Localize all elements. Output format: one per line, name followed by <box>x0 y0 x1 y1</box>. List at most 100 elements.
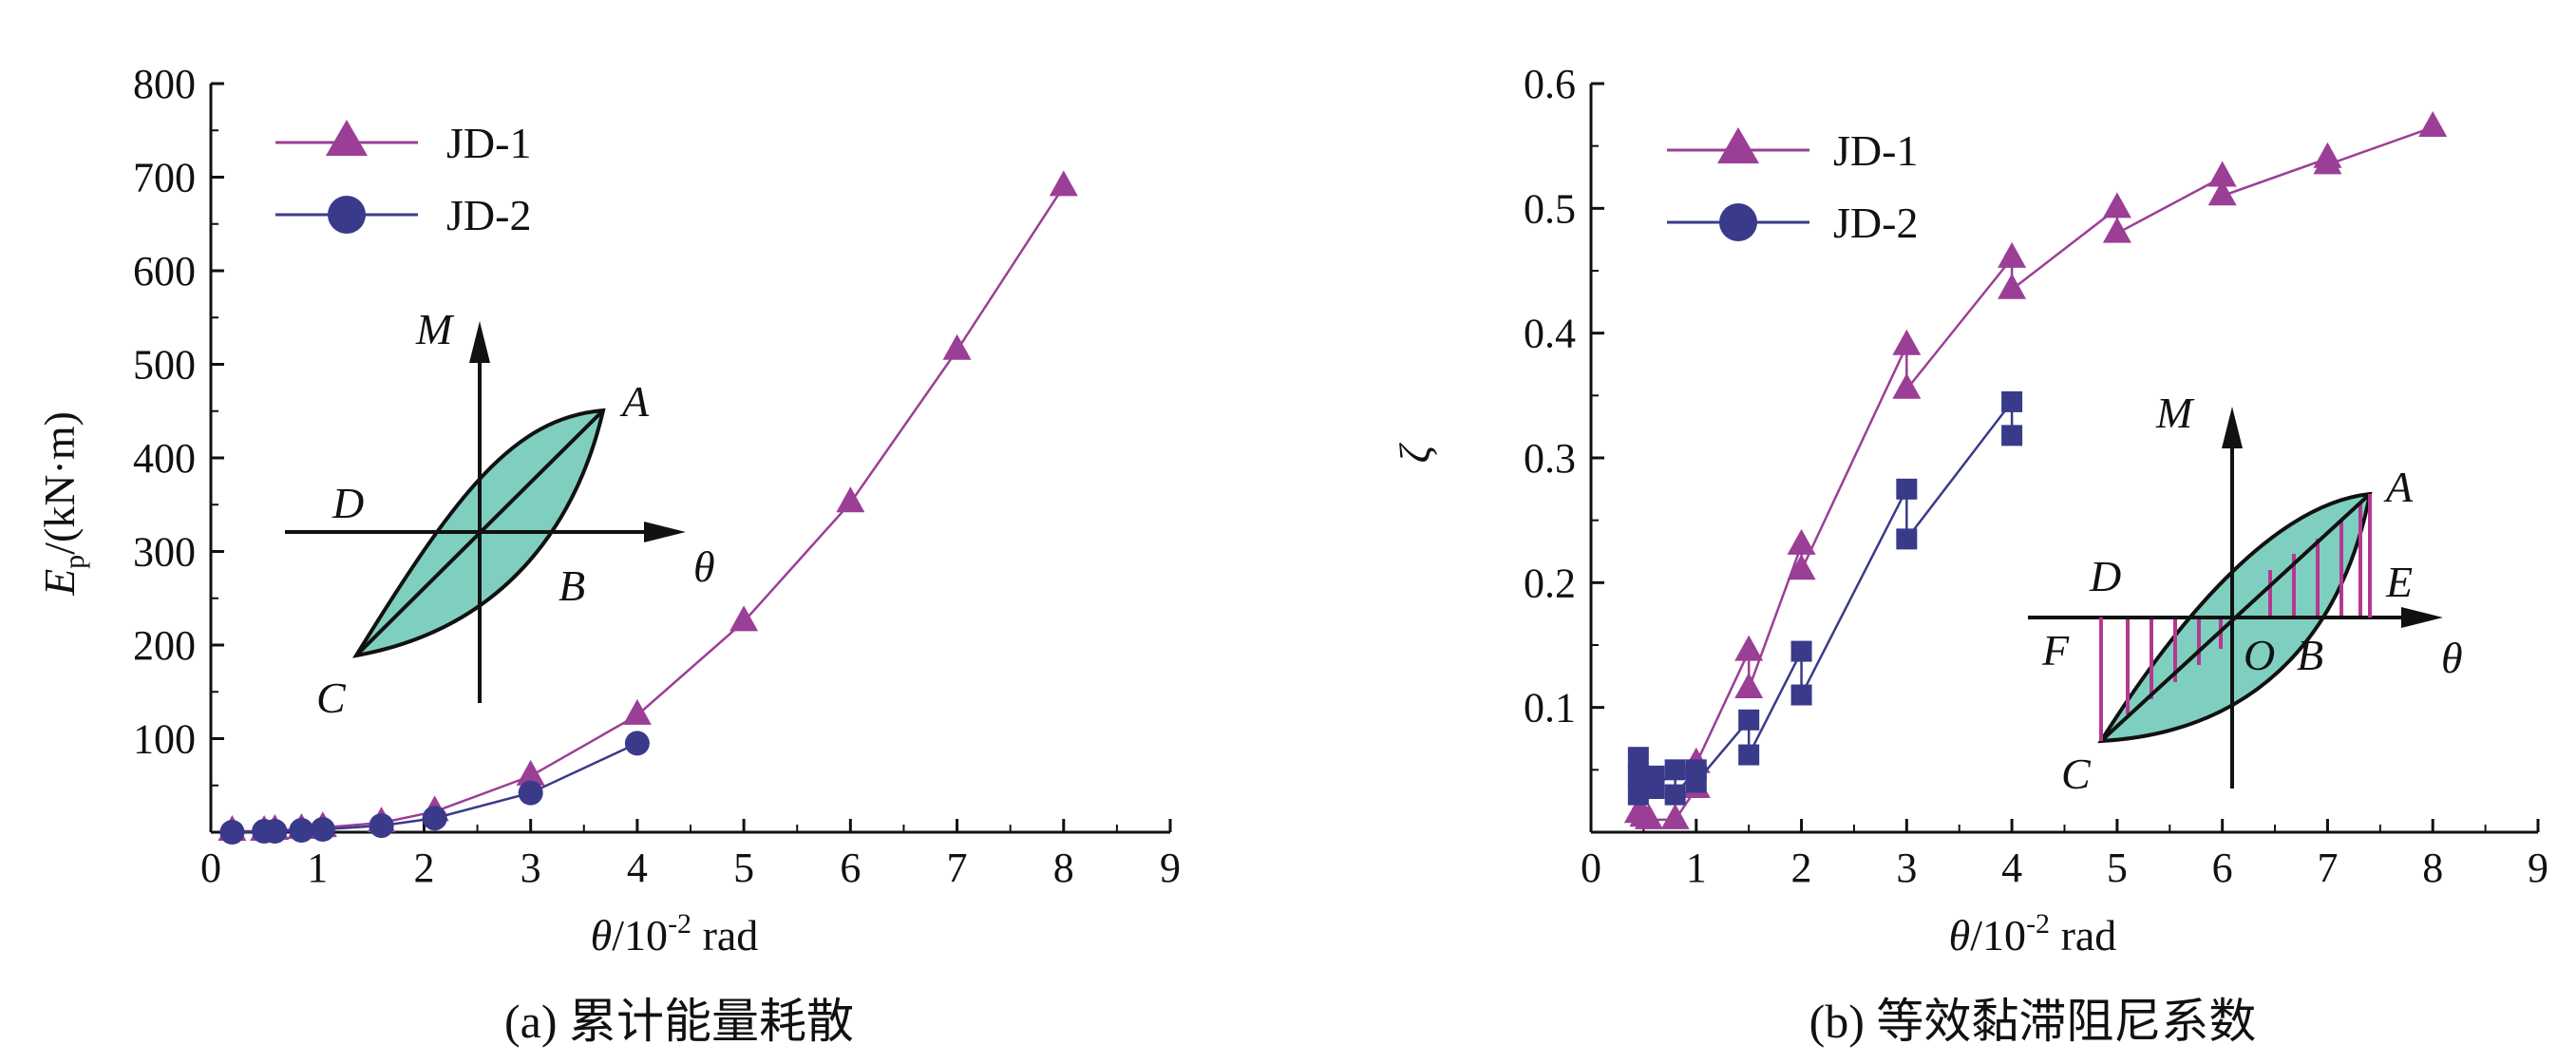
panel-a-series <box>218 170 1078 845</box>
panel-b-xtick-label: 6 <box>2212 845 2233 891</box>
panel-b-legend-jd2-marker <box>1719 203 1757 241</box>
panel-b-series-jd-1-point <box>1787 528 1816 555</box>
panel-b-series-jd-2-point <box>1643 778 1665 800</box>
panel-a-xtick-label: 7 <box>947 845 968 891</box>
panel-b-inset-label-o: O <box>2244 631 2275 679</box>
panel-a-ytick-label: 500 <box>133 342 196 389</box>
panel-a-ytick-label: 100 <box>133 716 196 763</box>
panel-b-series-jd-2-point <box>1627 747 1649 769</box>
panel-a-xtick-label: 6 <box>840 845 861 891</box>
panel-b-ytick-label: 0.2 <box>1524 560 1576 606</box>
panel-b-series-jd-2-point <box>1685 771 1707 793</box>
panel-a-ytick-label: 200 <box>133 622 196 669</box>
panel-b-xtick-label: 0 <box>1581 845 1601 891</box>
panel-b-inset-label-b: B <box>2297 631 2323 679</box>
panel-b-legend-jd1-label: JD-1 <box>1833 126 1918 175</box>
panel-a-ytick-label: 300 <box>133 529 196 576</box>
panel-b-series-jd-2-point <box>1790 684 1812 706</box>
panel-b-inset-label-f: F <box>2041 626 2070 674</box>
panel-b-series-jd-2-point <box>1627 765 1649 787</box>
panel-a-xtick-label: 8 <box>1053 845 1074 891</box>
panel-b-series-jd-2-point <box>1790 640 1812 662</box>
panel-a-xtick-label: 4 <box>627 845 648 891</box>
panel-a-inset: M θ A B C D <box>285 305 715 722</box>
panel-a: 0 1 2 3 4 5 6 7 8 9 100 200 300 400 500 600 700 800 Ep/(k… <box>35 61 1181 1048</box>
panel-b-inset-label-d: D <box>2089 552 2121 600</box>
panel-a-xtick-label: 1 <box>307 845 328 891</box>
panel-b-series-jd-2-point <box>1627 784 1649 806</box>
panel-a-ticks: 0 1 2 3 4 5 6 7 8 9 100 200 300 400 500 600 700 800 <box>133 61 1181 891</box>
panel-b-legend: JD-1 JD-2 <box>1667 126 1918 247</box>
panel-b-series-jd-2-point <box>1664 784 1686 806</box>
panel-b-xlabel: θ/10-2 rad <box>1949 908 2117 960</box>
panel-b-ytick-label: 0.1 <box>1524 685 1576 732</box>
panel-b-series-jd-2-point <box>2001 390 2023 412</box>
panel-a-xlabel: θ/10-2 rad <box>591 908 759 960</box>
panel-b-inset-label-e: E <box>2385 558 2413 606</box>
panel-b-inset-label-c: C <box>2061 750 2092 798</box>
panel-b-series-jd-1-point <box>1734 672 1764 698</box>
panel-a-inset-label-c: C <box>316 674 347 722</box>
panel-b-legend-jd2-label: JD-2 <box>1833 199 1918 247</box>
panel-b: 0 1 2 3 4 5 6 7 8 9 0.1 0.2 0.3 0.4 0.5 0.6 ζ θ/10-2 ra… <box>1391 61 2548 1048</box>
panel-a-xtick-label: 5 <box>733 845 754 891</box>
panel-a-xtick-label: 9 <box>1160 845 1181 891</box>
panel-b-xtick-label: 7 <box>2317 845 2338 891</box>
panel-a-series-jd-2-point <box>624 731 650 756</box>
panel-a-series-jd-2-point <box>289 818 314 844</box>
panel-b-series-jd-1-point <box>2102 192 2131 218</box>
panel-a-inset-label-d: D <box>331 479 364 527</box>
panel-b-xtick-label: 5 <box>2107 845 2128 891</box>
panel-a-series-jd-1-point <box>942 333 972 360</box>
panel-a-ytick-label: 700 <box>133 155 196 201</box>
panel-b-ticks: 0 1 2 3 4 5 6 7 8 9 0.1 0.2 0.3 0.4 0.5 0.6 <box>1524 61 2548 891</box>
panel-b-series-jd-2-point <box>1896 478 1918 500</box>
panel-b-series-jd-1-point <box>2207 161 2237 187</box>
panel-b-series-jd-1-point <box>2207 180 2237 206</box>
panel-a-caption: (a) 累计能量耗散 <box>504 995 854 1048</box>
panel-a-series-jd-2-point <box>518 780 543 806</box>
panel-a-series-jd-2-point <box>262 819 288 845</box>
panel-a-inset-label-a: A <box>619 377 650 426</box>
panel-a-xtick-label: 3 <box>521 845 541 891</box>
panel-a-inset-m-arrow <box>469 321 490 363</box>
panel-a-series-jd-1-point <box>516 759 545 786</box>
panel-b-xtick-label: 8 <box>2422 845 2443 891</box>
panel-a-xtick-label: 2 <box>413 845 434 891</box>
panel-b-series-jd-2-point <box>1896 528 1918 550</box>
panel-b-series-jd-1-point <box>1734 635 1764 661</box>
panel-a-ytick-label: 400 <box>133 435 196 482</box>
panel-a-inset-theta-arrow <box>644 522 686 542</box>
panel-b-series-jd-1-point <box>2418 110 2448 137</box>
panel-b-ytick-label: 0.6 <box>1524 61 1576 107</box>
panel-a-inset-label-theta: θ <box>693 542 715 591</box>
panel-a-inset-label-b: B <box>559 561 585 610</box>
panel-a-legend-jd2-label: JD-2 <box>446 191 531 239</box>
panel-b-xtick-label: 2 <box>1791 845 1812 891</box>
panel-b-series-jd-1-point <box>1998 241 2027 268</box>
panel-a-series-jd-1-point <box>1049 170 1078 197</box>
panel-b-series-jd-2-point <box>1738 709 1760 731</box>
panel-a-ytick-label: 800 <box>133 61 196 107</box>
panel-b-xtick-label: 9 <box>2528 845 2548 891</box>
panel-a-series-jd-2-point <box>369 813 394 839</box>
panel-b-caption: (b) 等效黏滞阻尼系数 <box>1809 995 2257 1048</box>
panel-b-inset: M θ A B C D E F O <box>2028 389 2463 798</box>
panel-a-ytick-label: 600 <box>133 248 196 294</box>
panel-b-inset-theta-arrow <box>2401 607 2443 628</box>
panel-a-series-jd-2-point <box>422 806 447 831</box>
panel-a-inset-label-m: M <box>415 305 455 353</box>
panel-b-series-jd-1-point <box>1634 803 1663 829</box>
panel-b-legend-jd1-marker <box>1717 127 1759 163</box>
panel-b-series-jd-1-point <box>1660 803 1690 829</box>
panel-b-series-jd-2-point <box>1664 759 1686 781</box>
panel-b-inset-label-theta: θ <box>2441 634 2463 682</box>
panel-b-inset-label-m: M <box>2155 389 2195 437</box>
panel-a-series-jd-2-point <box>219 820 245 845</box>
panel-a-series-jd-1-point <box>622 698 652 725</box>
panel-b-ytick-label: 0.3 <box>1524 435 1576 482</box>
panel-a-legend-jd1-label: JD-1 <box>446 119 531 167</box>
panel-b-series-jd-2-point <box>1738 744 1760 766</box>
